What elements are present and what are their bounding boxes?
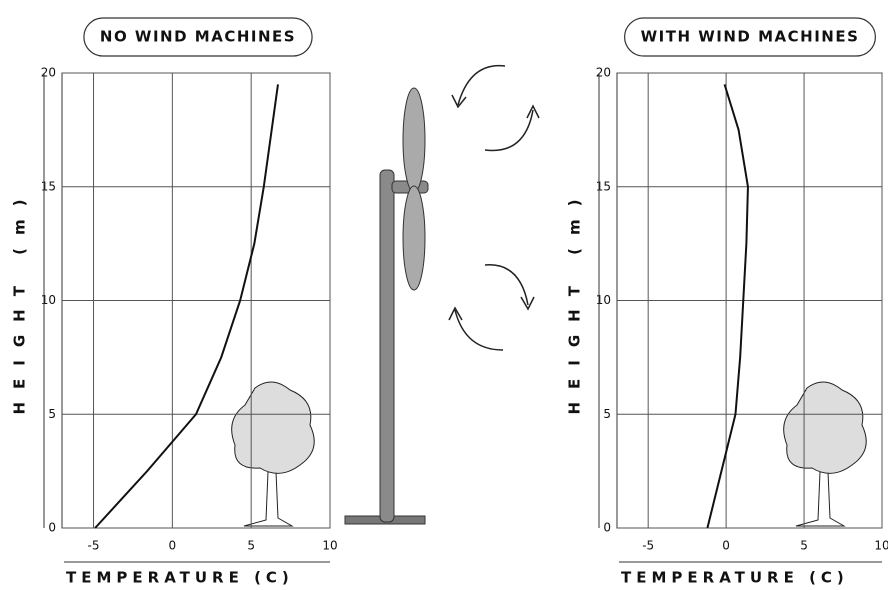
x-axis-title: TEMPERATURE (C) [66, 569, 294, 587]
y-tick-label: 5 [48, 407, 56, 421]
y-tick-label: 0 [603, 521, 611, 535]
chart-title: NO WIND MACHINES [100, 28, 296, 46]
chart-title: WITH WIND MACHINES [641, 28, 860, 46]
y-tick-label: 10 [41, 293, 56, 307]
x-axis-title: TEMPERATURE (C) [621, 569, 849, 587]
y-tick-label: 15 [41, 179, 56, 193]
y-tick-label: 20 [596, 66, 611, 80]
x-tick-label: -5 [88, 539, 100, 553]
tree [784, 382, 867, 526]
x-tick-label: 10 [322, 539, 337, 553]
x-tick-label: 0 [722, 539, 730, 553]
x-tick-label: 0 [169, 539, 177, 553]
y-tick-label: 5 [603, 407, 611, 421]
y-tick-label: 15 [596, 179, 611, 193]
y-tick-label: 0 [48, 521, 56, 535]
x-tick-label: -5 [642, 539, 654, 553]
tree [232, 382, 315, 526]
airflow-arrows [449, 66, 539, 350]
y-tick-label: 10 [596, 293, 611, 307]
x-tick-label: 10 [874, 539, 888, 553]
wind-machine [345, 88, 428, 524]
figure: NO WIND MACHINES -5 0 5 10 0 5 10 15 20 TEMPERATUR… [0, 0, 888, 590]
x-tick-label: 5 [800, 539, 808, 553]
x-tick-label: 5 [247, 539, 255, 553]
y-axis-title: HEIGHT (m) [566, 186, 584, 414]
y-tick-label: 20 [41, 66, 56, 80]
y-axis-title: HEIGHT (m) [11, 186, 29, 414]
temperature-curve [707, 84, 748, 528]
